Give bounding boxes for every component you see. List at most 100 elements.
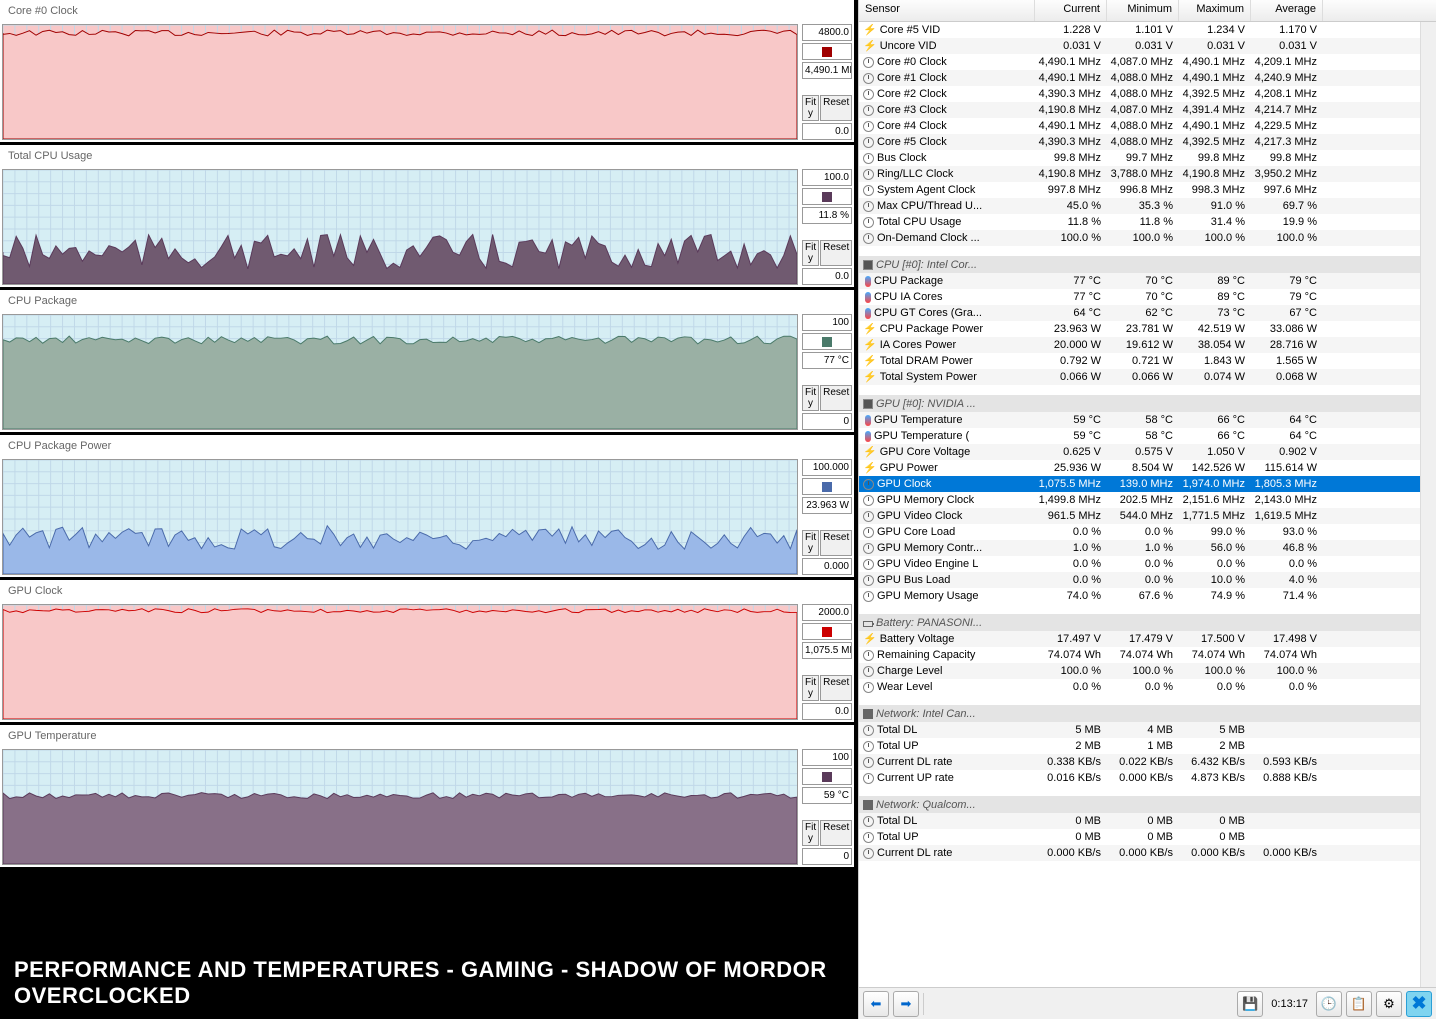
chart-current-value[interactable]: 59 °C [802, 787, 852, 804]
sensor-row[interactable]: Core #1 Clock4,490.1 MHz4,088.0 MHz4,490… [859, 70, 1420, 86]
sensor-group-header[interactable]: GPU [#0]: NVIDIA ... [859, 395, 1420, 412]
sensor-row[interactable]: GPU Video Clock961.5 MHz544.0 MHz1,771.5… [859, 508, 1420, 524]
nav-forward-button[interactable]: ➡ [893, 991, 919, 1017]
clock-button[interactable]: 🕒 [1316, 991, 1342, 1017]
chart-max-value[interactable]: 100 [802, 314, 852, 331]
chart-current-value[interactable]: 23.963 W [802, 497, 852, 514]
header-min[interactable]: Minimum [1107, 0, 1179, 21]
sensor-row[interactable]: Current UP rate0.016 KB/s0.000 KB/s4.873… [859, 770, 1420, 786]
sensor-group-header[interactable]: CPU [#0]: Intel Cor... [859, 256, 1420, 273]
chart-area[interactable] [2, 314, 798, 430]
chart-max-value[interactable]: 100.000 [802, 459, 852, 476]
sensor-row[interactable]: ⚡GPU Power25.936 W8.504 W142.526 W115.61… [859, 460, 1420, 476]
chart-max-value[interactable]: 100 [802, 749, 852, 766]
sensor-row[interactable]: Max CPU/Thread U...45.0 %35.3 %91.0 %69.… [859, 198, 1420, 214]
sensor-row[interactable]: Core #0 Clock4,490.1 MHz4,087.0 MHz4,490… [859, 54, 1420, 70]
chart-current-value[interactable]: 11.8 % [802, 207, 852, 224]
fit-y-button[interactable]: Fit y [802, 675, 819, 701]
sensor-row[interactable]: CPU IA Cores77 °C70 °C89 °C79 °C [859, 289, 1420, 305]
chart-min-value[interactable]: 0.000 [802, 558, 852, 575]
chart-area[interactable] [2, 604, 798, 720]
sensor-row[interactable]: Bus Clock99.8 MHz99.7 MHz99.8 MHz99.8 MH… [859, 150, 1420, 166]
chart-min-value[interactable]: 0 [802, 848, 852, 865]
chart-min-value[interactable]: 0.0 [802, 703, 852, 720]
sensor-row[interactable]: GPU Clock1,075.5 MHz139.0 MHz1,974.0 MHz… [859, 476, 1420, 492]
chart-min-value[interactable]: 0.0 [802, 123, 852, 140]
sensor-row[interactable]: GPU Video Engine L0.0 %0.0 %0.0 %0.0 % [859, 556, 1420, 572]
sensor-row[interactable]: ⚡Battery Voltage17.497 V17.479 V17.500 V… [859, 631, 1420, 647]
chart-min-value[interactable]: 0 [802, 413, 852, 430]
sensor-row[interactable]: Total UP2 MB1 MB2 MB [859, 738, 1420, 754]
reset-button[interactable]: Reset [820, 530, 852, 556]
chart-max-value[interactable]: 2000.0 [802, 604, 852, 621]
sensor-row[interactable]: Core #5 Clock4,390.3 MHz4,088.0 MHz4,392… [859, 134, 1420, 150]
scrollbar[interactable] [1420, 22, 1436, 987]
sensor-row[interactable]: Total DL5 MB4 MB5 MB [859, 722, 1420, 738]
sensor-group-header[interactable]: Network: Qualcom... [859, 796, 1420, 813]
chart-current-value[interactable]: 77 °C [802, 352, 852, 369]
sensor-row[interactable]: CPU GT Cores (Gra...64 °C62 °C73 °C67 °C [859, 305, 1420, 321]
sensor-row[interactable]: Total CPU Usage11.8 %11.8 %31.4 %19.9 % [859, 214, 1420, 230]
chart-color-swatch[interactable] [802, 623, 852, 640]
sensor-row[interactable]: Current DL rate0.000 KB/s0.000 KB/s0.000… [859, 845, 1420, 861]
sensor-row[interactable]: On-Demand Clock ...100.0 %100.0 %100.0 %… [859, 230, 1420, 246]
sensor-row[interactable]: GPU Memory Contr...1.0 %1.0 %56.0 %46.8 … [859, 540, 1420, 556]
sensor-row[interactable]: CPU Package77 °C70 °C89 °C79 °C [859, 273, 1420, 289]
fit-y-button[interactable]: Fit y [802, 240, 819, 266]
chart-area[interactable] [2, 169, 798, 285]
sensor-row[interactable]: ⚡Total DRAM Power0.792 W0.721 W1.843 W1.… [859, 353, 1420, 369]
sensor-row[interactable]: Remaining Capacity74.074 Wh74.074 Wh74.0… [859, 647, 1420, 663]
sensor-row[interactable]: Core #3 Clock4,190.8 MHz4,087.0 MHz4,391… [859, 102, 1420, 118]
header-sensor[interactable]: Sensor [859, 0, 1035, 21]
chart-max-value[interactable]: 4800.0 [802, 24, 852, 41]
reset-button[interactable]: Reset [820, 240, 852, 266]
reset-button[interactable]: Reset [820, 95, 852, 121]
header-max[interactable]: Maximum [1179, 0, 1251, 21]
sensor-row[interactable]: ⚡Core #5 VID1.228 V1.101 V1.234 V1.170 V [859, 22, 1420, 38]
sensor-row[interactable]: GPU Temperature (59 °C58 °C66 °C64 °C [859, 428, 1420, 444]
sensor-row[interactable]: ⚡Uncore VID0.031 V0.031 V0.031 V0.031 V [859, 38, 1420, 54]
nav-back-button[interactable]: ⬅ [863, 991, 889, 1017]
fit-y-button[interactable]: Fit y [802, 385, 819, 411]
settings-button[interactable]: ⚙ [1376, 991, 1402, 1017]
chart-area[interactable] [2, 24, 798, 140]
sensor-group-header[interactable]: Network: Intel Can... [859, 705, 1420, 722]
sensor-row[interactable]: Core #4 Clock4,490.1 MHz4,088.0 MHz4,490… [859, 118, 1420, 134]
sensor-row[interactable]: Ring/LLC Clock4,190.8 MHz3,788.0 MHz4,19… [859, 166, 1420, 182]
sensor-row[interactable]: Total DL0 MB0 MB0 MB [859, 813, 1420, 829]
sensor-row[interactable]: Total UP0 MB0 MB0 MB [859, 829, 1420, 845]
reset-button[interactable]: Reset [820, 385, 852, 411]
header-current[interactable]: Current [1035, 0, 1107, 21]
sensor-row[interactable]: Wear Level0.0 %0.0 %0.0 %0.0 % [859, 679, 1420, 695]
sensor-row[interactable]: GPU Core Load0.0 %0.0 %99.0 %93.0 % [859, 524, 1420, 540]
sensor-row[interactable]: Charge Level100.0 %100.0 %100.0 %100.0 % [859, 663, 1420, 679]
save-button[interactable]: 💾 [1237, 991, 1263, 1017]
chart-color-swatch[interactable] [802, 333, 852, 350]
sensor-row[interactable]: GPU Memory Clock1,499.8 MHz202.5 MHz2,15… [859, 492, 1420, 508]
reset-button[interactable]: Reset [820, 675, 852, 701]
sensor-row[interactable]: Core #2 Clock4,390.3 MHz4,088.0 MHz4,392… [859, 86, 1420, 102]
sensor-row[interactable]: System Agent Clock997.8 MHz996.8 MHz998.… [859, 182, 1420, 198]
reset-button[interactable]: Reset [820, 820, 852, 846]
sensor-row[interactable]: GPU Bus Load0.0 %0.0 %10.0 %4.0 % [859, 572, 1420, 588]
fit-y-button[interactable]: Fit y [802, 530, 819, 556]
sensor-row[interactable]: GPU Memory Usage74.0 %67.6 %74.9 %71.4 % [859, 588, 1420, 604]
chart-area[interactable] [2, 459, 798, 575]
header-avg[interactable]: Average [1251, 0, 1323, 21]
chart-current-value[interactable]: 4,490.1 MH [802, 62, 852, 79]
chart-max-value[interactable]: 100.0 [802, 169, 852, 186]
chart-area[interactable] [2, 749, 798, 865]
sensor-group-header[interactable]: Battery: PANASONI... [859, 614, 1420, 631]
chart-min-value[interactable]: 0.0 [802, 268, 852, 285]
chart-color-swatch[interactable] [802, 43, 852, 60]
close-button[interactable]: ✖ [1406, 991, 1432, 1017]
sensor-row[interactable]: ⚡IA Cores Power20.000 W19.612 W38.054 W2… [859, 337, 1420, 353]
sensor-row[interactable]: ⚡Total System Power0.066 W0.066 W0.074 W… [859, 369, 1420, 385]
sensor-row[interactable]: GPU Temperature59 °C58 °C66 °C64 °C [859, 412, 1420, 428]
chart-color-swatch[interactable] [802, 478, 852, 495]
fit-y-button[interactable]: Fit y [802, 820, 819, 846]
chart-current-value[interactable]: 1,075.5 MH [802, 642, 852, 659]
sensor-row[interactable]: Current DL rate0.338 KB/s0.022 KB/s6.432… [859, 754, 1420, 770]
chart-color-swatch[interactable] [802, 188, 852, 205]
copy-button[interactable]: 📋 [1346, 991, 1372, 1017]
